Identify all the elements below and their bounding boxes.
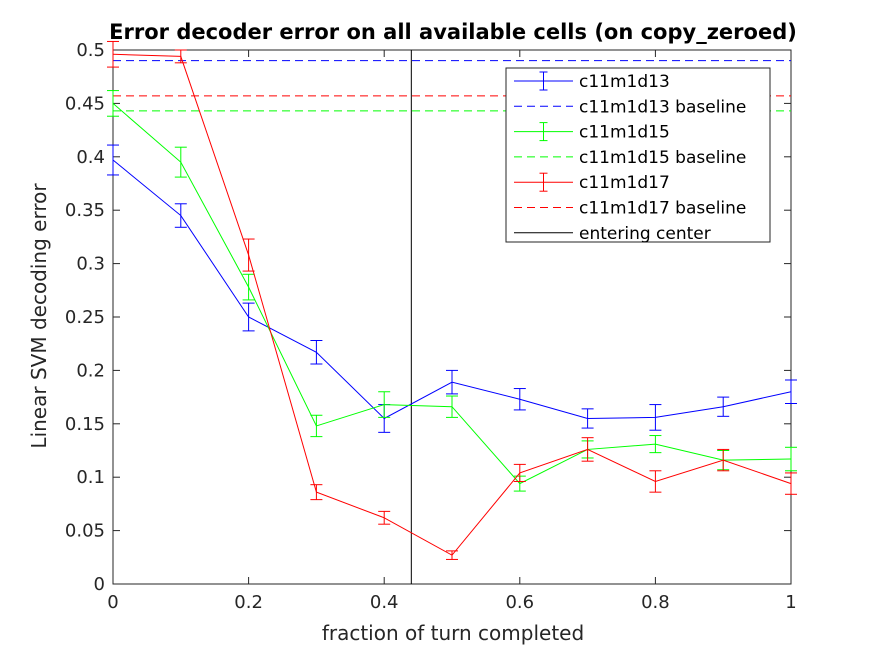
legend-label: c11m1d17	[579, 173, 670, 193]
y-axis-label: Linear SVM decoding error	[27, 183, 51, 449]
error-bar-point	[649, 435, 662, 454]
error-bar-point	[785, 472, 797, 495]
legend-entry: c11m1d17	[514, 172, 670, 193]
legend-entry: c11m1d17 baseline	[514, 199, 746, 219]
error-bar-point	[378, 391, 391, 418]
legend-label: c11m1d15 baseline	[579, 148, 746, 168]
error-bar-point	[310, 339, 323, 365]
x-axis-label: fraction of turn completed	[322, 621, 584, 645]
y-tick-label: 0.3	[76, 254, 105, 275]
error-bar-point	[785, 379, 797, 405]
error-bar-point	[310, 414, 323, 438]
legend-entry: c11m1d15	[514, 122, 670, 143]
x-tick-label: 1	[785, 592, 796, 613]
error-bar-point	[649, 470, 662, 493]
error-bar-point	[107, 90, 119, 117]
y-tick-label: 0.4	[76, 147, 105, 168]
error-bar-point	[717, 396, 730, 417]
error-bar-point	[242, 302, 255, 332]
error-bar-point	[581, 408, 594, 429]
error-bar-point	[513, 388, 526, 411]
y-tick-label: 0.1	[76, 467, 105, 488]
error-bar-point	[107, 144, 119, 176]
y-tick-label: 0.25	[65, 307, 105, 328]
error-bar-point	[649, 404, 662, 431]
error-bar-point	[378, 510, 391, 525]
y-tick-label: 0	[94, 574, 105, 595]
legend-entry: c11m1d13	[514, 71, 670, 92]
error-bar-point	[174, 203, 187, 228]
legend-entry: c11m1d13 baseline	[514, 97, 746, 117]
error-bar-point	[174, 146, 187, 178]
legend: c11m1d13 c11m1d13 baseline c11m1d15 c11m1d1…	[505, 67, 771, 244]
y-tick-label: 0.5	[76, 40, 105, 61]
x-tick-label: 0	[107, 592, 118, 613]
error-bar-point	[446, 369, 458, 395]
error-bar-point	[446, 550, 458, 560]
y-tick-label: 0.2	[76, 360, 105, 381]
error-bar-point	[785, 446, 797, 472]
legend-label: c11m1d17 baseline	[579, 199, 746, 219]
y-tick-label: 0.35	[65, 200, 105, 221]
error-bar-point	[446, 395, 458, 418]
y-tick-label: 0.45	[65, 93, 105, 114]
error-bar-point	[174, 49, 187, 64]
legend-box	[505, 67, 771, 243]
legend-entry: c11m1d15 baseline	[514, 148, 746, 168]
error-bar-point	[310, 484, 323, 501]
error-bar-point	[717, 448, 730, 472]
error-bar-point	[242, 273, 255, 301]
x-tick-label: 0.4	[370, 592, 399, 613]
y-tick-label: 0.05	[65, 521, 105, 542]
x-tick-label: 0.6	[505, 592, 534, 613]
error-bar-point	[581, 437, 594, 462]
legend-label: c11m1d13	[579, 72, 670, 92]
y-tick-label: 0.15	[65, 414, 105, 435]
error-bar-point	[107, 40, 119, 68]
legend-label: entering center	[579, 224, 711, 244]
legend-entry: entering center	[514, 224, 711, 244]
chart-title: Error decoder error on all available cel…	[109, 20, 797, 44]
x-tick-label: 0.2	[234, 592, 263, 613]
x-tick-label: 0.8	[641, 592, 670, 613]
legend-label: c11m1d15	[579, 123, 670, 143]
error-bar-point	[513, 463, 526, 482]
legend-label: c11m1d13 baseline	[579, 97, 746, 117]
error-bar-point	[242, 238, 255, 272]
